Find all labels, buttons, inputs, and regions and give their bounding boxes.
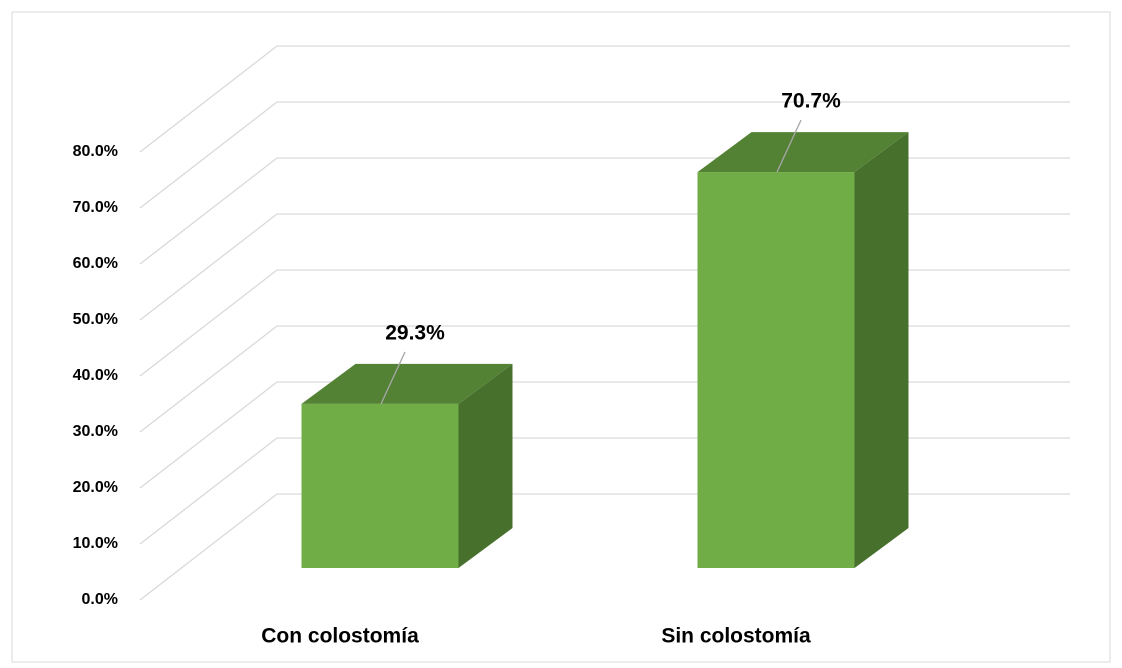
bar-side xyxy=(458,363,513,568)
bar-top xyxy=(697,132,909,173)
y-tick-label: 80.0% xyxy=(73,143,118,160)
grid-line xyxy=(139,437,278,545)
value-label: 29.3% xyxy=(385,321,445,344)
y-tick-label: 10.0% xyxy=(73,535,118,552)
bar-side xyxy=(854,132,909,568)
y-tick-label: 0.0% xyxy=(82,591,118,608)
bar xyxy=(697,172,855,568)
grid-line xyxy=(139,157,278,265)
chart-frame xyxy=(11,11,1111,663)
y-tick-label: 70.0% xyxy=(73,199,118,216)
y-tick-label: 20.0% xyxy=(73,479,118,496)
leader-line xyxy=(380,351,406,405)
y-tick-label: 40.0% xyxy=(73,367,118,384)
value-label: 70.7% xyxy=(781,90,841,113)
grid-line xyxy=(139,325,278,433)
x-tick-label: Con colostomía xyxy=(261,625,419,648)
y-tick-label: 60.0% xyxy=(73,255,118,272)
grid-line xyxy=(139,101,278,209)
grid-line xyxy=(139,45,278,153)
grid-line xyxy=(139,493,278,601)
bar-top xyxy=(301,363,513,404)
bar xyxy=(301,403,459,568)
y-tick-label: 50.0% xyxy=(73,311,118,328)
y-tick-label: 30.0% xyxy=(73,423,118,440)
grid-line xyxy=(139,269,278,377)
grid-line xyxy=(139,213,278,321)
grid-line xyxy=(139,381,278,489)
x-tick-label: Sin colostomía xyxy=(661,625,811,648)
leader-line xyxy=(776,119,802,173)
